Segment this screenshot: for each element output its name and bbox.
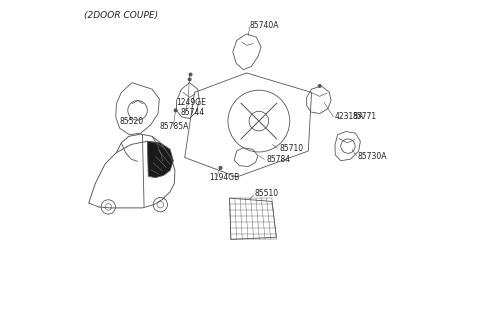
Text: 85730A: 85730A (358, 152, 387, 161)
Text: 85710: 85710 (279, 144, 303, 153)
Circle shape (188, 78, 191, 81)
Circle shape (174, 109, 177, 112)
Circle shape (189, 73, 192, 76)
Circle shape (318, 85, 321, 87)
Polygon shape (147, 141, 173, 178)
Text: 85520: 85520 (119, 116, 143, 126)
Text: 42315A: 42315A (334, 113, 364, 121)
Text: 85744: 85744 (180, 109, 204, 117)
Circle shape (219, 167, 222, 169)
Text: 85784: 85784 (266, 155, 290, 164)
Text: 85785A: 85785A (160, 122, 189, 131)
Text: 85771: 85771 (352, 113, 376, 121)
Text: 85510: 85510 (254, 190, 279, 198)
Text: 85740A: 85740A (250, 21, 279, 30)
Text: 1249GE: 1249GE (177, 98, 206, 107)
Text: (2DOOR COUPE): (2DOOR COUPE) (84, 11, 158, 20)
Text: 1194GB: 1194GB (209, 173, 240, 182)
